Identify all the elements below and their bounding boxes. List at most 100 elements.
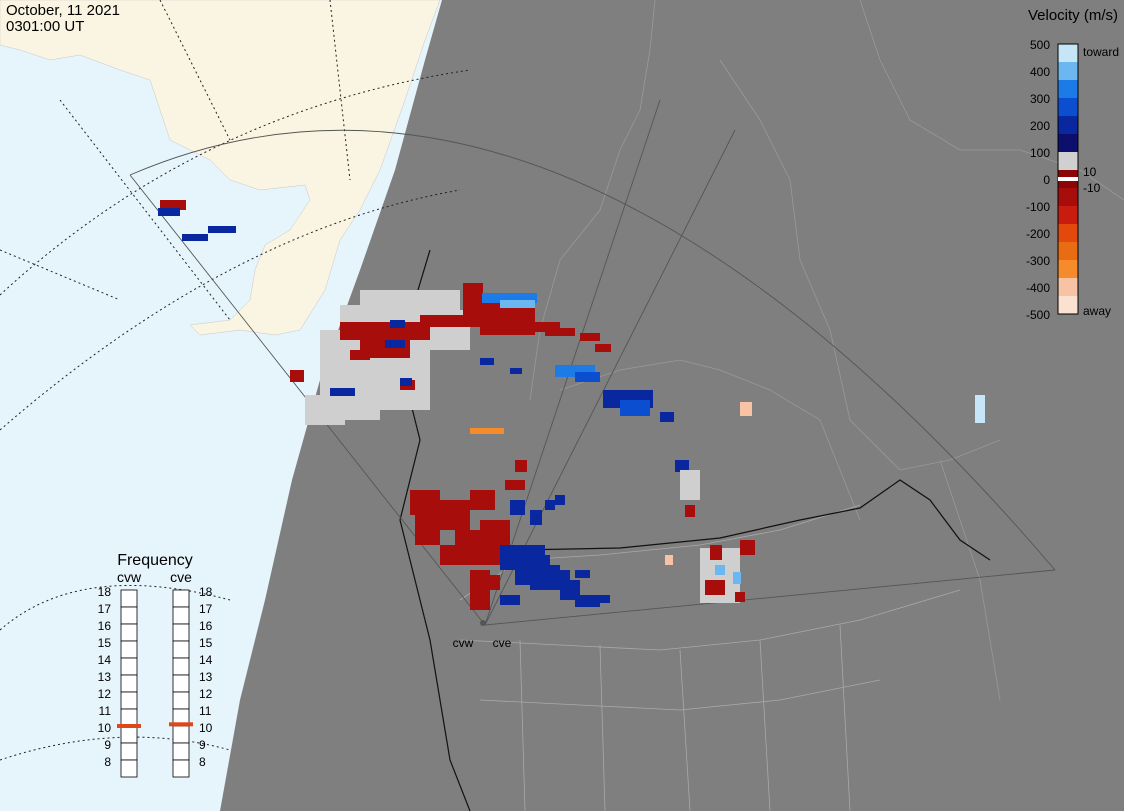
colorbar-swatch bbox=[1058, 98, 1078, 117]
echo-cell bbox=[575, 372, 600, 382]
frequency-cell bbox=[172, 657, 190, 676]
echo-cell bbox=[415, 515, 440, 545]
frequency-level-label: 13 bbox=[98, 670, 112, 684]
colorbar-tick-label: -100 bbox=[1026, 200, 1050, 214]
echo-cell bbox=[400, 378, 412, 386]
frequency-cell bbox=[120, 725, 138, 744]
frequency-cell bbox=[172, 674, 190, 693]
echo-cell bbox=[505, 480, 525, 490]
echo-cell bbox=[520, 322, 560, 332]
frequency-level-label: 13 bbox=[199, 670, 213, 684]
frequency-level-label: 8 bbox=[104, 755, 111, 769]
frequency-level-label: 14 bbox=[199, 653, 213, 667]
frequency-grid: 18 18 17 17 16 16 15 15 14 14 13 13 12 12 11 11 10 10 9 9 8 8 bbox=[98, 585, 213, 778]
frequency-level-label: 12 bbox=[98, 687, 112, 701]
frequency-level-label: 14 bbox=[98, 653, 112, 667]
echo-cell bbox=[515, 460, 527, 472]
colorbar-tick-label: 100 bbox=[1030, 146, 1050, 160]
colorbar-swatch bbox=[1058, 62, 1078, 81]
colorbar-swatch bbox=[1058, 242, 1078, 261]
echo-cell bbox=[530, 510, 542, 525]
colorbar-zero-band bbox=[1058, 177, 1078, 181]
colorbar-tick-label: 400 bbox=[1030, 65, 1050, 79]
graticule bbox=[0, 0, 471, 761]
echo-cell bbox=[305, 395, 345, 425]
colorbar-swatches bbox=[1057, 43, 1079, 315]
frequency-level-label: 18 bbox=[98, 585, 112, 599]
echo-cell bbox=[580, 333, 600, 341]
echo-cell bbox=[545, 500, 555, 510]
frequency-level-label: 11 bbox=[99, 704, 112, 718]
colorbar-away-label: away bbox=[1083, 304, 1111, 318]
colorbar-tick-label: 200 bbox=[1030, 119, 1050, 133]
frequency-cell bbox=[172, 606, 190, 625]
colorbar-ticks: 500 400 300 200 100 0 -100 -200 -300 -400 -500 bbox=[1026, 38, 1050, 322]
echo-cell bbox=[440, 545, 500, 565]
frequency-level-label: 10 bbox=[98, 721, 112, 735]
echo-cell bbox=[680, 470, 700, 500]
frequency-cell bbox=[120, 606, 138, 625]
frequency-level-label: 11 bbox=[199, 704, 212, 718]
echo-cell bbox=[975, 395, 985, 423]
radar-site-marker bbox=[480, 620, 486, 626]
frequency-cell bbox=[172, 589, 190, 608]
echo-cell bbox=[485, 575, 500, 590]
frequency-cell bbox=[120, 623, 138, 642]
echo-cell bbox=[500, 595, 520, 605]
echo-cell bbox=[740, 402, 752, 416]
echo-cell bbox=[735, 592, 745, 602]
echo-cell bbox=[705, 580, 725, 595]
colorbar-tick-label: -500 bbox=[1026, 308, 1050, 322]
colorbar-swatch bbox=[1058, 134, 1078, 153]
colorbar-tick-label: -400 bbox=[1026, 281, 1050, 295]
frequency-panel: Frequency cvw cve 18 18 17 17 16 16 15 15 14 14 13… bbox=[98, 552, 213, 778]
echo-cell bbox=[575, 570, 590, 578]
colorbar-swatch bbox=[1058, 152, 1078, 171]
state-borders bbox=[459, 504, 961, 811]
echo-cell bbox=[350, 350, 370, 360]
echo-cell bbox=[510, 500, 525, 515]
velocity-colorbar: Velocity (m/s) 500 400 300 200 100 0 -100 -200 -… bbox=[1026, 7, 1119, 322]
colorbar-swatch bbox=[1058, 260, 1078, 279]
frequency-cell bbox=[172, 725, 190, 744]
colorbar-swatch bbox=[1058, 224, 1078, 243]
time-label: 0301:00 UT bbox=[6, 18, 84, 35]
echo-cell bbox=[340, 322, 430, 340]
echo-cells bbox=[158, 200, 985, 610]
radar-label-cve: cve bbox=[493, 636, 512, 650]
colorbar-swatch bbox=[1058, 296, 1078, 315]
frequency-level-label: 16 bbox=[98, 619, 112, 633]
frequency-radar-cve: cve bbox=[170, 569, 192, 585]
echo-cell bbox=[510, 368, 522, 374]
echo-cell bbox=[740, 540, 755, 555]
frequency-level-label: 9 bbox=[199, 738, 206, 752]
colorbar-swatch bbox=[1058, 116, 1078, 135]
echo-cell bbox=[385, 340, 405, 348]
frequency-level-label: 15 bbox=[98, 636, 112, 650]
alaska-land bbox=[0, 0, 441, 336]
frequency-level-label: 12 bbox=[199, 687, 213, 701]
echo-cell bbox=[470, 590, 490, 610]
echo-cell bbox=[555, 495, 565, 505]
frequency-title: Frequency bbox=[117, 552, 193, 569]
colorbar-tick-minus10: -10 bbox=[1083, 181, 1101, 195]
frequency-cell bbox=[172, 742, 190, 761]
echo-cell bbox=[710, 545, 722, 560]
colorbar-swatch bbox=[1058, 278, 1078, 297]
echo-cell bbox=[390, 320, 405, 328]
frequency-cell bbox=[120, 640, 138, 659]
frequency-cell bbox=[172, 759, 190, 778]
echo-cell bbox=[590, 595, 610, 603]
echo-cell bbox=[665, 555, 673, 565]
echo-cell bbox=[330, 388, 355, 396]
night-coastlines bbox=[529, 0, 1124, 701]
us-canada-border bbox=[519, 479, 991, 561]
colorbar-swatch bbox=[1058, 44, 1078, 63]
colorbar-tick-label: 0 bbox=[1043, 173, 1050, 187]
echo-cell bbox=[470, 490, 495, 510]
colorbar-tick-label: -200 bbox=[1026, 227, 1050, 241]
frequency-cell bbox=[120, 742, 138, 761]
frequency-radar-cvw: cvw bbox=[117, 569, 142, 585]
colorbar-title: Velocity (m/s) bbox=[1028, 7, 1118, 24]
echo-cell bbox=[545, 328, 575, 336]
